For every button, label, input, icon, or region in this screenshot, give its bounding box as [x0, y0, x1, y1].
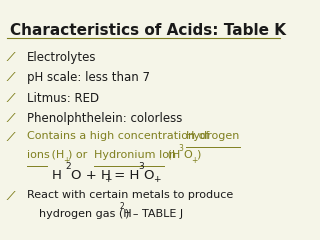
Text: ) – TABLE J: ) – TABLE J	[125, 209, 183, 219]
Text: Phenolphthelein: colorless: Phenolphthelein: colorless	[27, 112, 182, 125]
Text: H: H	[52, 169, 62, 182]
Text: ions: ions	[27, 150, 50, 160]
Text: Electrolytes: Electrolytes	[27, 51, 96, 64]
Text: hydrogen gas (H: hydrogen gas (H	[39, 209, 132, 219]
Text: pH scale: less than 7: pH scale: less than 7	[27, 71, 150, 84]
Text: (H: (H	[164, 150, 180, 160]
Text: ⁄: ⁄	[10, 71, 12, 84]
Text: 2: 2	[66, 162, 71, 171]
Text: +: +	[104, 175, 112, 184]
Text: ⁄: ⁄	[10, 112, 12, 125]
Text: ⁄: ⁄	[10, 131, 12, 144]
Text: React with certain metals to produce: React with certain metals to produce	[27, 190, 233, 200]
Text: 2: 2	[119, 202, 124, 211]
Text: (H: (H	[48, 150, 64, 160]
Text: 3: 3	[138, 162, 144, 171]
Text: Hydrogen: Hydrogen	[186, 131, 240, 141]
Text: ⁄: ⁄	[10, 51, 12, 64]
Text: ) or: ) or	[68, 150, 91, 160]
Text: = H: = H	[110, 169, 139, 182]
Text: ⁄: ⁄	[10, 91, 12, 105]
Text: Litmus: RED: Litmus: RED	[27, 91, 99, 105]
Text: O + H: O + H	[71, 169, 111, 182]
Text: Contains a high concentration of: Contains a high concentration of	[27, 131, 212, 141]
Text: +: +	[191, 156, 198, 165]
Text: +: +	[63, 156, 69, 165]
Text: Hydronium Ion: Hydronium Ion	[94, 150, 176, 160]
Text: 3: 3	[178, 144, 183, 153]
Text: +: +	[153, 175, 161, 184]
Text: O: O	[183, 150, 192, 160]
Text: ): )	[196, 150, 201, 160]
Text: O: O	[144, 169, 154, 182]
Text: ⁄: ⁄	[10, 190, 12, 203]
Text: Characteristics of Acids: Table K: Characteristics of Acids: Table K	[10, 23, 286, 38]
